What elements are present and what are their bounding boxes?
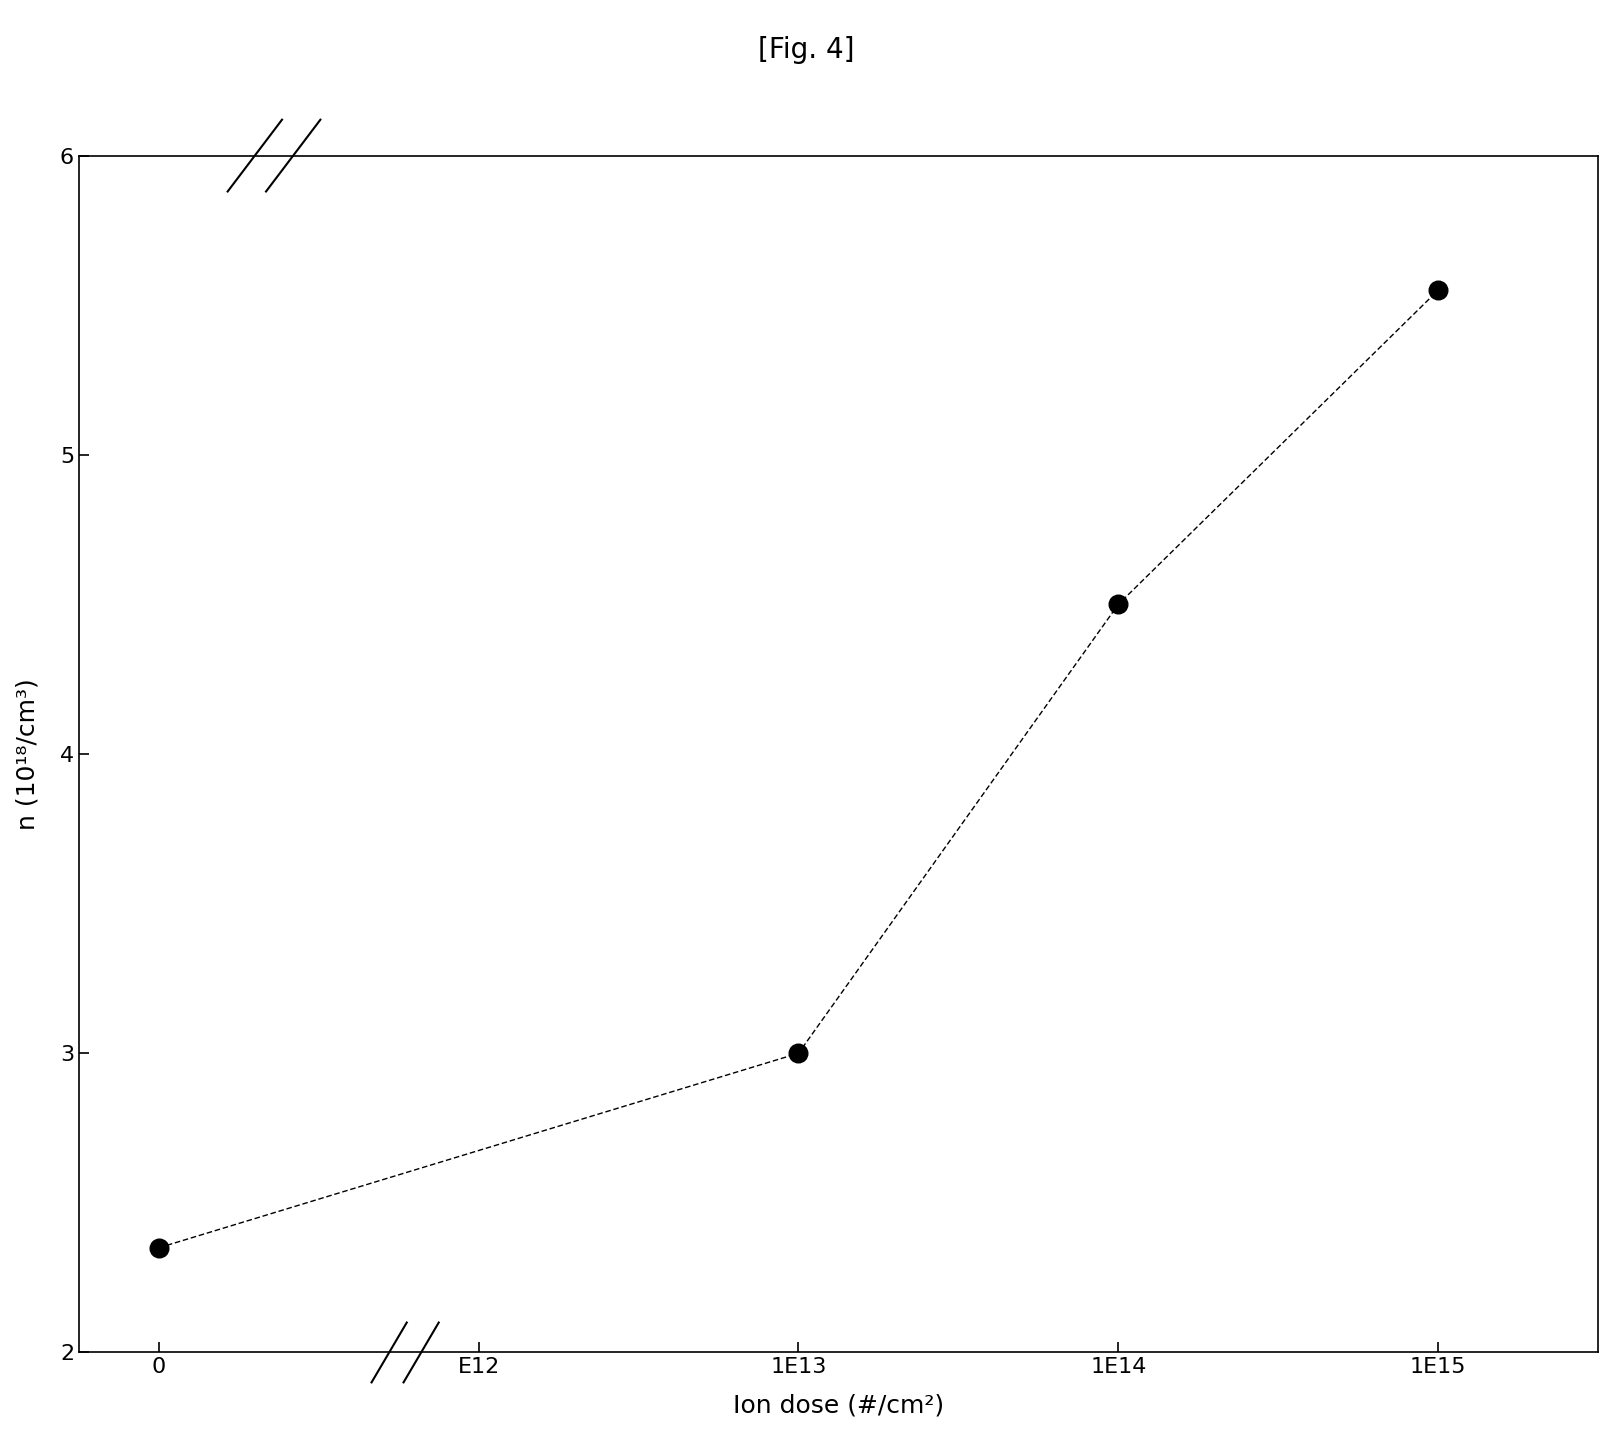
- Y-axis label: n (10¹⁸/cm³): n (10¹⁸/cm³): [15, 678, 39, 830]
- Point: [1105, 593, 1131, 616]
- Point: [1426, 279, 1452, 302]
- Text: [Fig. 4]: [Fig. 4]: [758, 36, 855, 64]
- Point: [786, 1042, 811, 1065]
- Point: [147, 1237, 173, 1260]
- X-axis label: Ion dose (#/cm²): Ion dose (#/cm²): [732, 1394, 944, 1419]
